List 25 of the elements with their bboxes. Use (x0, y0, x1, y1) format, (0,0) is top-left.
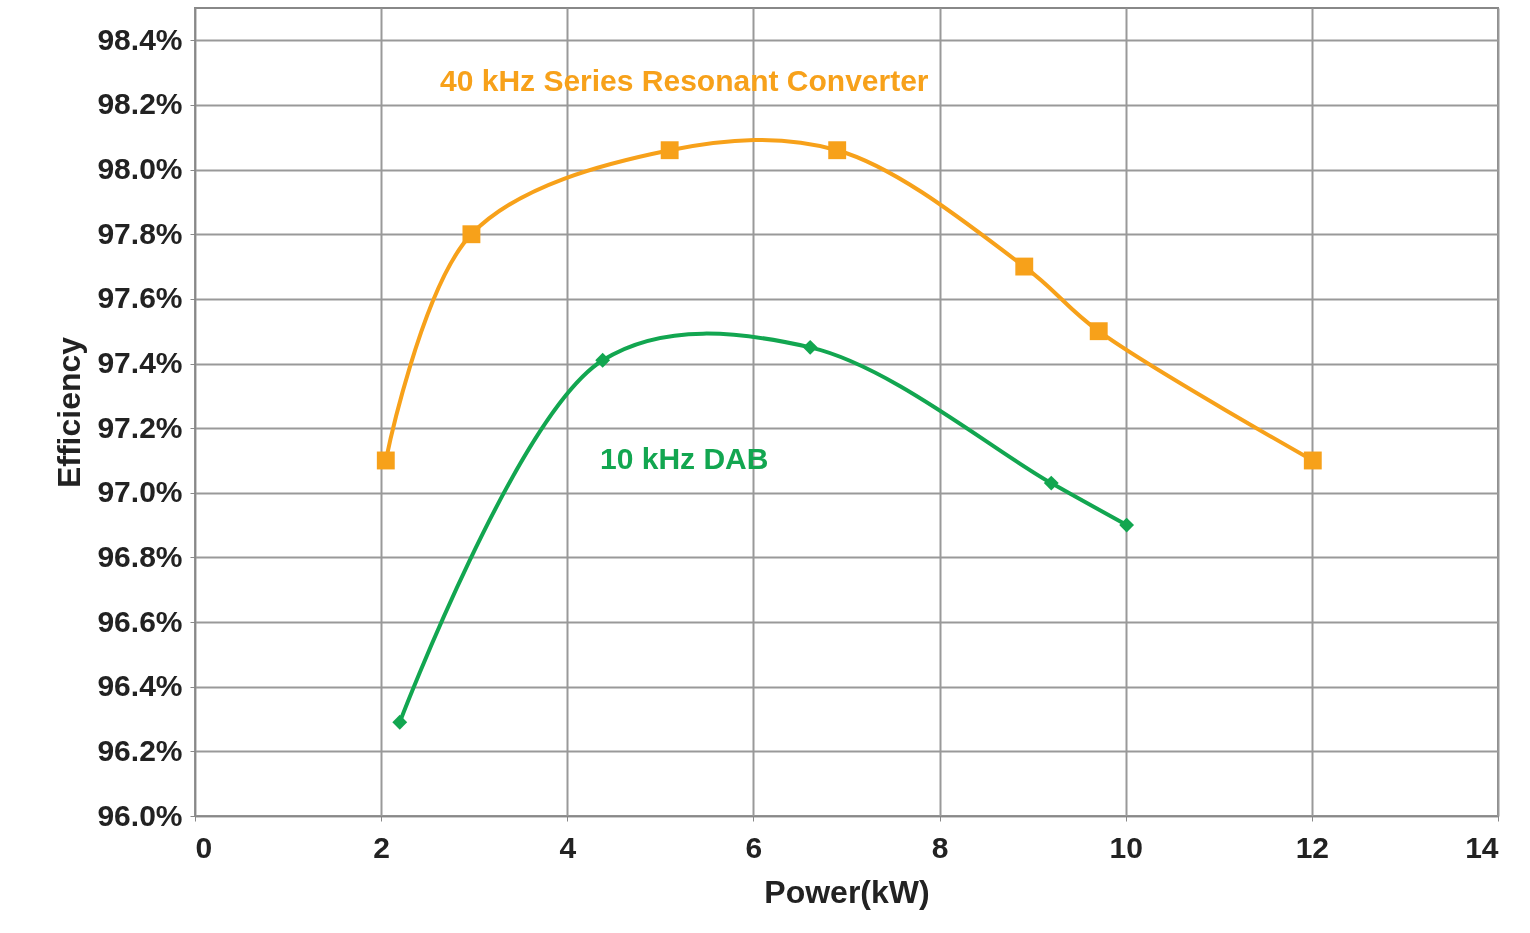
y-tick-label: 96.8% (97, 539, 183, 573)
y-tick-label: 98.2% (97, 87, 183, 121)
x-tick-label: 12 (1295, 830, 1330, 864)
x-tick-label: 8 (931, 830, 949, 864)
x-tick-label: 10 (1109, 830, 1143, 864)
y-tick-label: 96.4% (97, 669, 183, 703)
y-tick-label: 97.0% (97, 475, 183, 509)
y-tick-label: 98.0% (97, 152, 183, 186)
x-axis-title: Power(kW) (764, 873, 930, 910)
x-tick-label: 6 (745, 830, 763, 864)
y-tick-label: 97.8% (97, 216, 183, 250)
x-tick-label: 4 (559, 830, 577, 864)
y-tick-label: 96.2% (97, 733, 183, 767)
y-tick-label: 96.6% (97, 604, 183, 638)
y-tick-label: 97.2% (97, 410, 183, 444)
y-tick-label: 97.6% (97, 281, 183, 315)
x-tick-label: 14 (1465, 830, 1499, 864)
x-tick-label: 2 (373, 830, 390, 864)
y-tick-label: 98.4% (97, 22, 183, 56)
y-axis-title: Efficiency (51, 336, 88, 489)
text: 40 kHz Series Resonant Converter (440, 64, 929, 97)
series-label: 10 kHz DAB (600, 442, 769, 475)
y-tick-label: 97.4% (97, 346, 183, 380)
x-tick-label: 0 (195, 830, 213, 864)
y-tick-label: 96.0% (97, 798, 183, 832)
